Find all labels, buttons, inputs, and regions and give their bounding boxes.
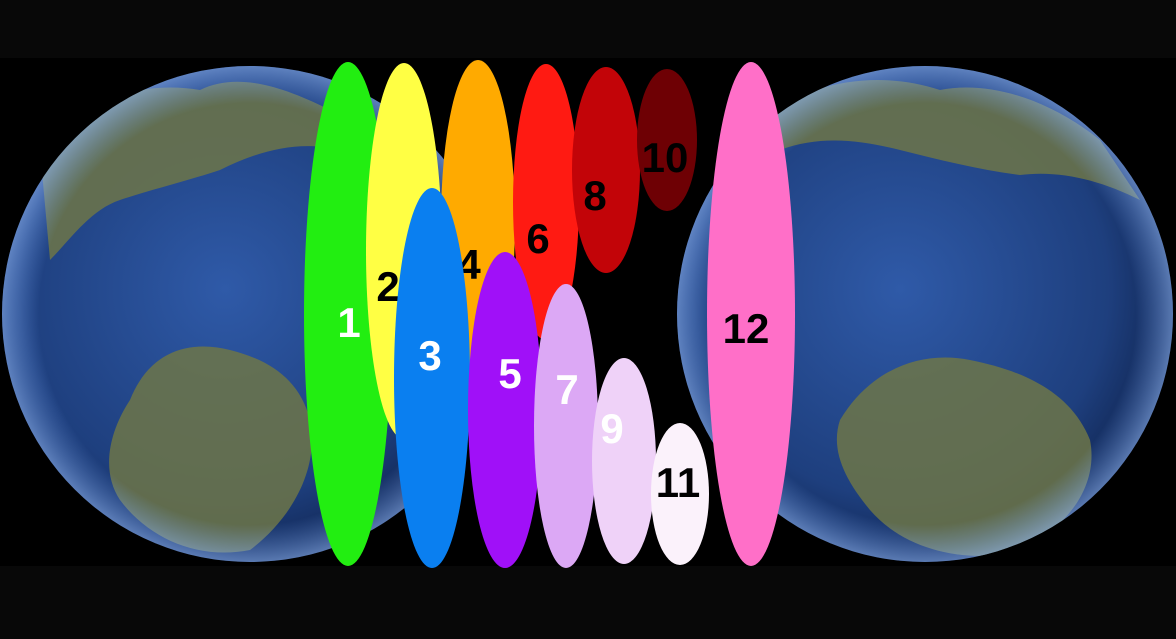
ellipse-12-label: 12 (723, 305, 770, 352)
globe-right-rim (677, 66, 1173, 562)
ellipse-11-label: 11 (656, 459, 700, 506)
ellipse-7-label: 7 (555, 366, 578, 413)
ellipse-6-shape (513, 64, 579, 340)
ellipse-8-shape (572, 67, 640, 273)
ellipse-8-label: 8 (583, 172, 606, 219)
ellipse-3-label: 3 (418, 332, 441, 379)
ellipse-3-shape (394, 188, 470, 568)
ellipse-9-label: 9 (600, 405, 623, 452)
ellipse-5-shape (468, 252, 542, 568)
globe-right (677, 66, 1173, 562)
ellipse-10-shape (637, 69, 697, 211)
ellipse-3: 3 (394, 188, 470, 568)
ellipse-11-shape (651, 423, 709, 565)
ellipse-9: 9 (592, 358, 656, 564)
ellipse-9-shape (592, 358, 656, 564)
ellipse-5-label: 5 (498, 350, 521, 397)
ellipse-7: 7 (534, 284, 598, 568)
ellipse-12: 12 (707, 62, 795, 566)
ellipse-10-label: 10 (642, 134, 689, 181)
ellipse-1-label: 1 (337, 299, 360, 346)
ellipse-7-shape (534, 284, 598, 568)
ellipse-10: 10 (637, 69, 697, 211)
ellipse-6: 6 (513, 64, 579, 340)
ellipse-12-shape (707, 62, 795, 566)
ellipse-6-label: 6 (526, 215, 549, 262)
ellipse-5: 5 (468, 252, 542, 568)
ellipse-8: 8 (572, 67, 640, 273)
ellipse-2-label: 2 (376, 263, 399, 310)
ellipse-11: 11 (651, 423, 709, 565)
